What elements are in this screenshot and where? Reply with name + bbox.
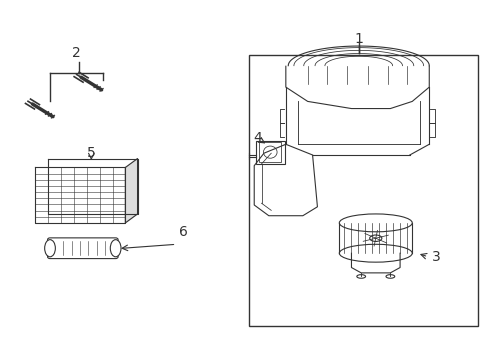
FancyBboxPatch shape	[47, 238, 118, 258]
Polygon shape	[35, 167, 125, 223]
Bar	[259, 143, 281, 162]
Polygon shape	[125, 158, 137, 223]
Text: 6: 6	[179, 225, 188, 239]
Text: 2: 2	[72, 46, 81, 60]
Text: 4: 4	[253, 131, 262, 145]
Bar	[249, 55, 477, 327]
Ellipse shape	[44, 240, 55, 257]
Ellipse shape	[110, 240, 121, 257]
Text: 5: 5	[87, 146, 96, 160]
Ellipse shape	[369, 235, 381, 242]
Polygon shape	[47, 158, 137, 214]
Text: 3: 3	[431, 250, 440, 264]
Text: 1: 1	[354, 32, 363, 46]
Bar	[255, 141, 285, 164]
